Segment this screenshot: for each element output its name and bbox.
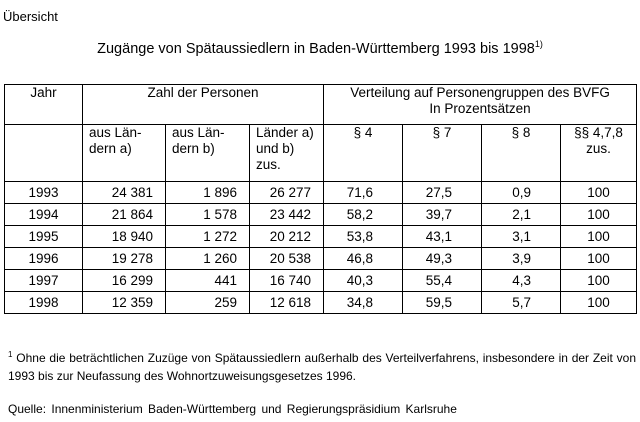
table-title-text: Zugänge von Spätaussiedlern in Baden-Wür… [97, 41, 535, 57]
cell-countries-b: 1 896 [165, 181, 250, 204]
distribution-header-line2: In Prozentsätzen [429, 101, 531, 116]
footnote-text: Ohne die beträchtlichen Zuzüge von Späta… [8, 351, 636, 383]
cell-countries-total: 20 212 [249, 225, 324, 248]
subheader-countries-total: Länder a) und b) zus. [249, 124, 324, 182]
cell-paragraph-8: 5,7 [481, 291, 561, 314]
source-note: Quelle: Innenministerium Baden-Württembe… [8, 402, 457, 416]
subheader-paragraph-7: § 7 [402, 124, 482, 182]
table-subheader-row: aus Län-dern a) aus Län-dern b) Länder a… [4, 124, 638, 182]
cell-countries-total: 20 538 [249, 247, 324, 270]
table-row: 1995 18 940 1 272 20 212 53,8 43,1 3,1 100 [4, 225, 638, 248]
table-row: 1994 21 864 1 578 23 442 58,2 39,7 2,1 100 [4, 203, 638, 226]
cell-paragraph-8: 2,1 [481, 203, 561, 226]
cell-paragraph-8: 3,1 [481, 225, 561, 248]
cell-countries-a: 24 381 [82, 181, 166, 204]
subheader-countries-b: aus Län-dern b) [165, 124, 250, 182]
cell-total: 100 [559, 225, 638, 248]
cell-paragraph-4: 53,8 [323, 225, 403, 248]
cell-paragraph-7: 49,3 [402, 247, 482, 270]
cell-countries-total: 12 618 [249, 291, 324, 314]
cell-countries-b: 1 578 [165, 203, 250, 226]
cell-paragraph-4: 58,2 [323, 203, 403, 226]
col-header-persons: Zahl der Personen [82, 84, 324, 125]
cell-total: 100 [559, 291, 638, 314]
cell-total: 100 [559, 181, 638, 204]
cell-year: 1995 [4, 225, 83, 248]
cell-countries-b: 1 260 [165, 247, 250, 270]
cell-paragraph-8: 0,9 [481, 181, 561, 204]
cell-countries-a: 21 864 [82, 203, 166, 226]
subheader-empty [4, 124, 83, 182]
col-header-distribution: Verteilung auf Personengruppen des BVFG … [322, 84, 638, 125]
cell-total: 100 [559, 247, 638, 270]
cell-paragraph-4: 40,3 [323, 269, 403, 292]
title-footnote-mark: 1) [534, 39, 543, 49]
cell-countries-a: 12 359 [82, 291, 166, 314]
cell-paragraph-8: 3,9 [481, 247, 561, 270]
cell-countries-b: 441 [165, 269, 250, 292]
cell-countries-total: 26 277 [249, 181, 324, 204]
statistics-table: Jahr Zahl der Personen Verteilung auf Pe… [4, 84, 638, 314]
table-row: 1993 24 381 1 896 26 277 71,6 27,5 0,9 100 [4, 181, 638, 204]
footnote: 1 Ohne die beträchtlichen Zuzüge von Spä… [8, 349, 636, 385]
cell-year: 1998 [4, 291, 83, 314]
cell-year: 1997 [4, 269, 83, 292]
cell-total: 100 [559, 269, 638, 292]
section-heading: Übersicht [3, 9, 58, 24]
cell-paragraph-7: 43,1 [402, 225, 482, 248]
table-header-row: Jahr Zahl der Personen Verteilung auf Pe… [4, 84, 638, 125]
cell-year: 1994 [4, 203, 83, 226]
cell-paragraph-4: 71,6 [323, 181, 403, 204]
table-row: 1996 19 278 1 260 20 538 46,8 49,3 3,9 100 [4, 247, 638, 270]
table-title: Zugänge von Spätaussiedlern in Baden-Wür… [0, 39, 640, 58]
subheader-paragraph-4: § 4 [323, 124, 403, 182]
table-row: 1997 16 299 441 16 740 40,3 55,4 4,3 100 [4, 269, 638, 292]
subheader-paragraph-8: § 8 [481, 124, 561, 182]
table-body: 1993 24 381 1 896 26 277 71,6 27,5 0,9 100 1994 2… [4, 181, 638, 314]
distribution-header-line1: Verteilung auf Personengruppen des BVFG [350, 85, 610, 100]
subheader-paragraphs-total: §§ 4,7,8 zus. [559, 124, 638, 182]
cell-paragraph-7: 55,4 [402, 269, 482, 292]
cell-total: 100 [559, 203, 638, 226]
cell-paragraph-8: 4,3 [481, 269, 561, 292]
col-header-year: Jahr [4, 84, 83, 125]
cell-countries-total: 23 442 [249, 203, 324, 226]
cell-paragraph-7: 27,5 [402, 181, 482, 204]
cell-countries-a: 18 940 [82, 225, 166, 248]
cell-countries-total: 16 740 [249, 269, 324, 292]
footnote-mark: 1 [8, 350, 13, 359]
subheader-countries-a: aus Län-dern a) [82, 124, 166, 182]
cell-countries-a: 16 299 [82, 269, 166, 292]
cell-countries-b: 1 272 [165, 225, 250, 248]
cell-year: 1993 [4, 181, 83, 204]
cell-paragraph-4: 34,8 [323, 291, 403, 314]
cell-paragraph-4: 46,8 [323, 247, 403, 270]
cell-year: 1996 [4, 247, 83, 270]
cell-paragraph-7: 59,5 [402, 291, 482, 314]
cell-countries-a: 19 278 [82, 247, 166, 270]
cell-paragraph-7: 39,7 [402, 203, 482, 226]
table-row: 1998 12 359 259 12 618 34,8 59,5 5,7 100 [4, 291, 638, 314]
cell-countries-b: 259 [165, 291, 250, 314]
